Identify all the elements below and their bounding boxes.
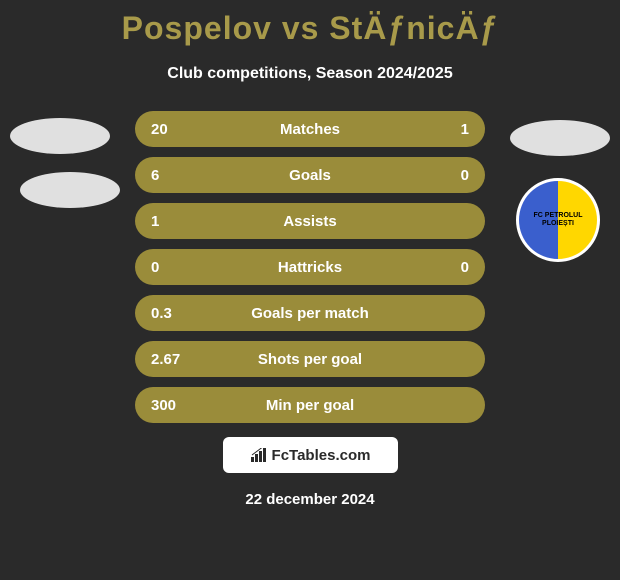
subtitle: Club competitions, Season 2024/2025: [0, 65, 620, 83]
player-1-avatar-bottom: [20, 172, 120, 208]
stat-label: Goals: [191, 167, 429, 184]
stat-right-value: 0: [429, 167, 469, 184]
player-2-avatar-top: [510, 120, 610, 156]
stat-left-value: 20: [151, 121, 191, 138]
stat-label: Hattricks: [191, 259, 429, 276]
stat-label: Min per goal: [191, 397, 429, 414]
stat-row-goals-per-match: 0.3 Goals per match: [135, 295, 485, 331]
stat-label: Shots per goal: [191, 351, 429, 368]
date: 22 december 2024: [0, 491, 620, 508]
stat-row-matches: 20 Matches 1: [135, 111, 485, 147]
stat-left-value: 2.67: [151, 351, 191, 368]
stat-row-shots-per-goal: 2.67 Shots per goal: [135, 341, 485, 377]
club-logo: FC PETROLUL PLOIEȘTI: [516, 178, 600, 262]
stat-right-value: 1: [429, 121, 469, 138]
stat-label: Assists: [191, 213, 429, 230]
stat-left-value: 0.3: [151, 305, 191, 322]
page-title: Pospelov vs StÄƒnicÄƒ: [0, 0, 620, 47]
stat-row-assists: 1 Assists: [135, 203, 485, 239]
chart-icon: [250, 448, 268, 462]
footer-text: FcTables.com: [272, 447, 371, 464]
player-1-avatar-top: [10, 118, 110, 154]
stat-label: Goals per match: [191, 305, 429, 322]
footer-badge: FcTables.com: [223, 437, 398, 473]
stat-label: Matches: [191, 121, 429, 138]
stat-row-goals: 6 Goals 0: [135, 157, 485, 193]
stat-left-value: 1: [151, 213, 191, 230]
stat-row-hattricks: 0 Hattricks 0: [135, 249, 485, 285]
club-logo-text: FC PETROLUL PLOIEȘTI: [519, 210, 597, 229]
stats-container: 20 Matches 1 6 Goals 0 1 Assists 0 Hattr…: [135, 111, 485, 423]
stat-left-value: 0: [151, 259, 191, 276]
stat-left-value: 6: [151, 167, 191, 184]
stat-right-value: 0: [429, 259, 469, 276]
stat-left-value: 300: [151, 397, 191, 414]
stat-row-min-per-goal: 300 Min per goal: [135, 387, 485, 423]
